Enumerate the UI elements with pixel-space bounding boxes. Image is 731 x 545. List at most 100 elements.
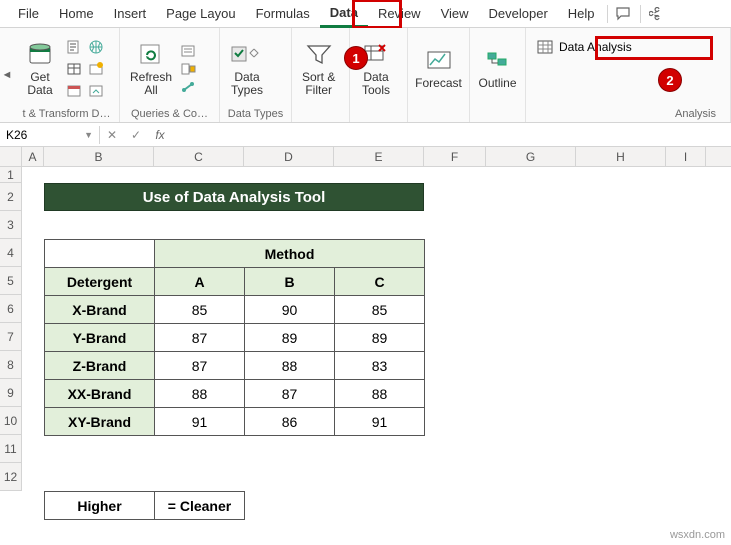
cancel-formula-icon[interactable]: ✕ — [100, 128, 124, 142]
cell: 87 — [245, 380, 335, 408]
group-label — [476, 106, 519, 120]
col-header[interactable]: E — [334, 147, 424, 166]
recent-sources-icon[interactable] — [86, 59, 106, 79]
outline-button[interactable]: Outline — [476, 45, 519, 92]
formula-input[interactable] — [172, 133, 731, 137]
sort-filter-label: Sort & Filter — [302, 71, 335, 97]
ribbon-body: ◄ Get Data t & Transform D… Refresh All — [0, 28, 731, 123]
row-header[interactable]: 9 — [0, 379, 21, 407]
table-row: XX-Brand 88 87 88 — [45, 380, 425, 408]
forecast-button[interactable]: Forecast — [414, 45, 463, 92]
forecast-label: Forecast — [415, 77, 462, 90]
col-header[interactable]: D — [244, 147, 334, 166]
col-header[interactable]: F — [424, 147, 486, 166]
from-table-icon[interactable] — [64, 59, 84, 79]
comments-icon[interactable] — [610, 3, 638, 25]
select-all-corner[interactable] — [0, 147, 22, 166]
from-text-icon[interactable] — [64, 37, 84, 57]
row-header[interactable]: 4 — [0, 239, 21, 267]
tab-home[interactable]: Home — [49, 1, 104, 26]
refresh-all-button[interactable]: Refresh All — [126, 39, 176, 99]
get-data-button[interactable]: Get Data — [20, 39, 60, 99]
data-types-button[interactable]: Data Types — [226, 39, 268, 99]
name-box[interactable]: K26 ▼ — [0, 126, 100, 144]
row-header[interactable]: 11 — [0, 435, 21, 463]
cell: 88 — [245, 352, 335, 380]
group-label: t & Transform D… — [20, 106, 113, 120]
sort-filter-button[interactable]: Sort & Filter — [298, 39, 339, 99]
tab-view[interactable]: View — [431, 1, 479, 26]
get-data-label: Get Data — [27, 71, 52, 97]
refresh-icon — [137, 41, 165, 69]
row-label: XX-Brand — [45, 380, 155, 408]
note-table: Higher = Cleaner — [44, 491, 245, 520]
col-header[interactable]: C — [154, 147, 244, 166]
edit-links-btn[interactable] — [180, 80, 196, 94]
row-header[interactable]: 1 — [0, 167, 21, 183]
from-web-icon[interactable] — [86, 37, 106, 57]
ribbon-scroll-left[interactable]: ◄ — [0, 28, 14, 122]
queries-btn[interactable] — [180, 44, 196, 58]
row-header[interactable]: 8 — [0, 351, 21, 379]
tab-formulas[interactable]: Formulas — [246, 1, 320, 26]
data-analysis-label: Data Analysis — [559, 40, 632, 54]
cell: 89 — [335, 324, 425, 352]
row-label: Z-Brand — [45, 352, 155, 380]
tab-review[interactable]: Review — [368, 1, 431, 26]
group-label — [356, 106, 401, 120]
row-header[interactable]: 2 — [0, 183, 21, 211]
enter-formula-icon[interactable]: ✓ — [124, 128, 148, 142]
data-types-icon — [230, 41, 264, 69]
method-header: Method — [155, 240, 425, 268]
tab-page-layout[interactable]: Page Layou — [156, 1, 245, 26]
from-picture-icon[interactable] — [64, 81, 84, 101]
data-analysis-button[interactable]: Data Analysis — [532, 36, 637, 58]
funnel-icon — [304, 41, 334, 69]
cell: 88 — [155, 380, 245, 408]
row-header[interactable]: 7 — [0, 323, 21, 351]
existing-conn-icon[interactable] — [86, 81, 106, 101]
row-header[interactable]: 6 — [0, 295, 21, 323]
col-c-header: C — [335, 268, 425, 296]
refresh-all-label: Refresh All — [130, 71, 172, 97]
cell: 83 — [335, 352, 425, 380]
properties-btn[interactable] — [180, 62, 196, 76]
cell: 87 — [155, 324, 245, 352]
tab-insert[interactable]: Insert — [104, 1, 157, 26]
col-header[interactable]: I — [666, 147, 706, 166]
group-label: Analysis — [532, 106, 724, 120]
col-header[interactable]: B — [44, 147, 154, 166]
row-header[interactable]: 5 — [0, 267, 21, 295]
formula-bar: K26 ▼ ✕ ✓ fx — [0, 123, 731, 147]
data-table: Method Detergent A B C X-Brand 85 90 85 … — [44, 239, 425, 436]
cell: 85 — [335, 296, 425, 324]
group-outline: Outline — [470, 28, 526, 122]
tab-help[interactable]: Help — [558, 1, 605, 26]
row-header[interactable]: 3 — [0, 211, 21, 239]
group-sort-filter: Sort & Filter — [292, 28, 350, 122]
share-icon[interactable] — [643, 3, 669, 25]
tab-developer[interactable]: Developer — [479, 1, 558, 26]
table-row: Y-Brand 87 89 89 — [45, 324, 425, 352]
row-label: X-Brand — [45, 296, 155, 324]
callout-1: 1 — [344, 46, 368, 70]
col-header[interactable]: G — [486, 147, 576, 166]
col-header[interactable]: H — [576, 147, 666, 166]
cell: 85 — [155, 296, 245, 324]
cells-area[interactable]: Use of Data Analysis Tool Method Deterge… — [22, 167, 731, 491]
group-label — [414, 106, 463, 120]
row-header[interactable]: 10 — [0, 407, 21, 435]
col-a-header: A — [155, 268, 245, 296]
tab-data[interactable]: Data — [320, 0, 368, 28]
group-analysis: Data Analysis Analysis — [526, 28, 731, 122]
detergent-header: Detergent — [45, 268, 155, 296]
fx-icon[interactable]: fx — [148, 128, 172, 142]
table-row: Z-Brand 87 88 83 — [45, 352, 425, 380]
group-get-transform: Get Data t & Transform D… — [14, 28, 120, 122]
row-label: XY-Brand — [45, 408, 155, 436]
row-header[interactable]: 12 — [0, 463, 21, 491]
table-row: XY-Brand 91 86 91 — [45, 408, 425, 436]
tab-file[interactable]: File — [8, 1, 49, 26]
callout-2: 2 — [658, 68, 682, 92]
col-header[interactable]: A — [22, 147, 44, 166]
